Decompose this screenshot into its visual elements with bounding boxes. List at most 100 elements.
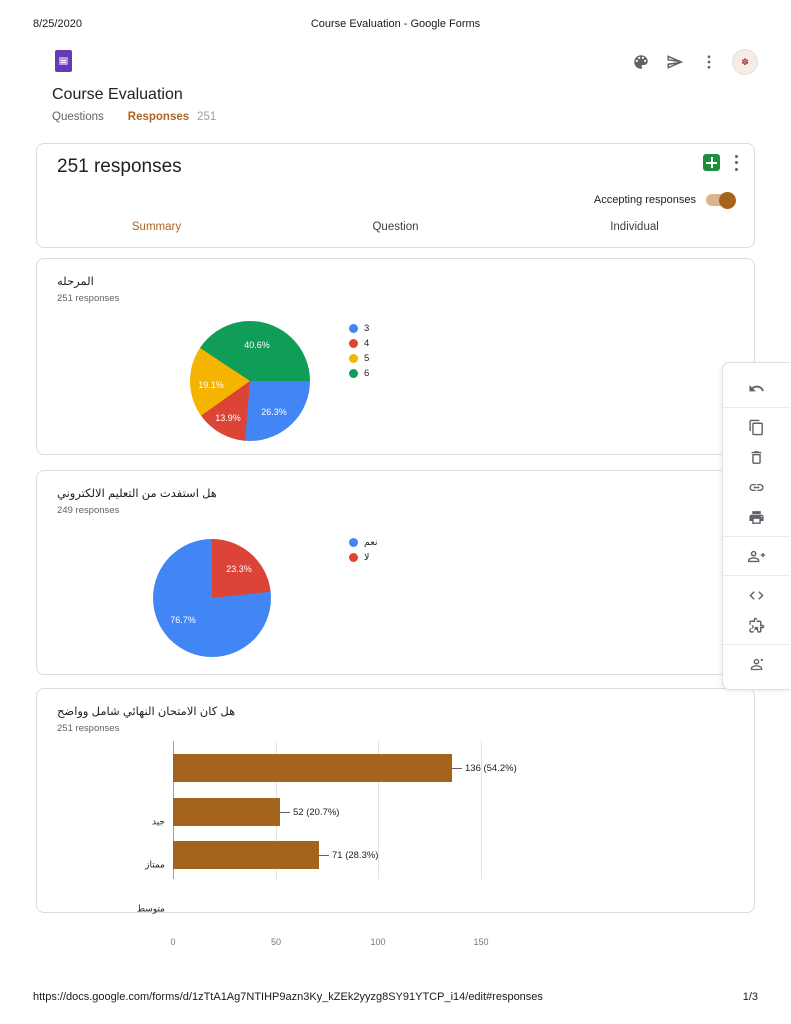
gridline xyxy=(378,741,379,879)
bar-connector xyxy=(319,854,329,856)
legend-dot xyxy=(349,553,358,562)
legend-item: 5 xyxy=(349,353,369,364)
profile-avatar[interactable]: ✽ xyxy=(732,49,758,75)
question-card-2: هل استفدت من التعليم الالكتروني 249 resp… xyxy=(36,470,755,675)
legend-item: 3 xyxy=(349,323,369,334)
gridline xyxy=(481,741,482,879)
legend-dot xyxy=(349,538,358,547)
addons-icon[interactable] xyxy=(740,610,774,640)
delete-icon[interactable] xyxy=(740,442,774,472)
add-collaborators-icon[interactable] xyxy=(740,541,774,571)
question-title: هل كان الامتحان النهائي شامل وواضح xyxy=(57,706,236,718)
legend-item: 6 xyxy=(349,368,369,379)
responses-card: 251 responses Accepting responses Summar… xyxy=(36,143,755,248)
person-icon[interactable] xyxy=(740,649,774,679)
bar xyxy=(173,798,280,826)
x-tick-label: 50 xyxy=(270,937,282,947)
bar-value-label: 71 (28.3%) xyxy=(332,849,379,861)
legend-item: 4 xyxy=(349,338,369,349)
code-icon[interactable] xyxy=(740,580,774,610)
legend-dot xyxy=(349,354,358,363)
form-title: Course Evaluation xyxy=(52,86,183,103)
bar-row: 136 (54.2%) xyxy=(173,754,517,782)
palette-icon[interactable] xyxy=(630,51,652,73)
link-icon[interactable] xyxy=(740,472,774,502)
responses-card-actions xyxy=(703,154,738,171)
question-response-count: 249 responses xyxy=(57,505,120,516)
question-response-count: 251 responses xyxy=(57,723,120,734)
print-icon[interactable] xyxy=(740,502,774,532)
x-tick-label: 150 xyxy=(473,937,489,947)
chart-legend: نعم لا xyxy=(349,537,378,563)
tab-questions[interactable]: Questions xyxy=(52,111,104,123)
print-date: 8/25/2020 xyxy=(33,18,82,30)
legend-dot xyxy=(349,369,358,378)
pie-chart-stage: 40.6% 19.1% 13.9% 26.3% xyxy=(190,321,310,441)
legend-label: 5 xyxy=(364,353,370,364)
toolbar-divider xyxy=(723,575,790,576)
legend-label: لا xyxy=(364,552,370,563)
page-number: 1/3 xyxy=(742,991,758,1003)
chart-legend: 3 4 5 6 xyxy=(349,323,369,379)
legend-label: 6 xyxy=(364,368,370,379)
bar-connector xyxy=(280,811,290,813)
print-title: Course Evaluation - Google Forms xyxy=(310,18,481,30)
google-forms-icon[interactable] xyxy=(55,50,72,72)
x-tick-label: 0 xyxy=(170,937,176,947)
bar-chart-plot: 136 (54.2%) 52 (20.7%) 71 (28.3%) 0 50 1… xyxy=(170,741,681,947)
pie-chart-benefit: 23.3% 76.7% xyxy=(153,539,271,657)
toggle-knob xyxy=(719,191,736,209)
legend-label: 3 xyxy=(364,323,370,334)
accepting-responses-row: Accepting responses xyxy=(593,191,736,209)
copy-icon[interactable] xyxy=(740,412,774,442)
responses-count-badge: 251 xyxy=(197,111,217,123)
bar-row: 71 (28.3%) xyxy=(173,841,378,869)
tab-individual[interactable]: Individual xyxy=(610,221,659,233)
floating-toolbar xyxy=(722,362,790,690)
print-header: 8/25/2020 Course Evaluation - Google For… xyxy=(33,18,758,30)
legend-dot xyxy=(349,339,358,348)
more-vert-icon[interactable] xyxy=(734,154,738,171)
tab-responses[interactable]: Responses xyxy=(127,111,190,123)
bar xyxy=(173,754,452,782)
bar-connector xyxy=(452,767,462,769)
legend-label: 4 xyxy=(364,338,370,349)
pie-slice-label: 40.6% xyxy=(244,340,270,350)
bar-category-label: متوسط xyxy=(136,903,165,914)
pie-slice-label: 23.3% xyxy=(226,564,252,574)
bar-value-label: 136 (54.2%) xyxy=(465,762,517,774)
tab-summary[interactable]: Summary xyxy=(131,221,182,233)
footer-url: https://docs.google.com/forms/d/1zTtA1Ag… xyxy=(33,991,543,1003)
form-tabs: Questions Responses 251 xyxy=(52,111,216,123)
pie-slice-label: 13.9% xyxy=(215,413,241,423)
create-spreadsheet-icon[interactable] xyxy=(703,154,720,171)
question-card-1: المرحله 251 responses 40.6% 19.1% 13.9% … xyxy=(36,258,755,455)
print-footer: https://docs.google.com/forms/d/1zTtA1Ag… xyxy=(33,991,758,1003)
responses-total: 251 responses xyxy=(57,156,182,177)
accepting-responses-toggle[interactable] xyxy=(706,191,736,209)
bar-row: 52 (20.7%) xyxy=(173,798,339,826)
undo-icon[interactable] xyxy=(740,373,774,403)
x-tick-label: 100 xyxy=(370,937,386,947)
question-title: المرحله xyxy=(57,276,94,288)
bar-value-label: 52 (20.7%) xyxy=(293,806,340,818)
question-title: هل استفدت من التعليم الالكتروني xyxy=(57,488,217,500)
legend-label: نعم xyxy=(364,537,378,548)
question-card-3: هل كان الامتحان النهائي شامل وواضح 251 r… xyxy=(36,688,755,947)
legend-dot xyxy=(349,324,358,333)
accepting-responses-label: Accepting responses xyxy=(593,194,696,206)
more-vert-icon[interactable] xyxy=(698,51,720,73)
header-actions: ✽ xyxy=(618,48,758,76)
bar xyxy=(173,841,319,869)
pie-slice-label: 19.1% xyxy=(198,380,224,390)
toolbar-divider xyxy=(723,644,790,645)
view-tabs: Summary Question Individual xyxy=(37,215,754,239)
tab-question[interactable]: Question xyxy=(372,221,419,233)
send-icon[interactable] xyxy=(664,51,686,73)
pie-slice-label: 26.3% xyxy=(261,407,287,417)
bar-category-label: جيد xyxy=(151,816,165,827)
toolbar-divider xyxy=(723,407,790,408)
legend-item: نعم xyxy=(349,537,378,548)
toolbar-divider xyxy=(723,536,790,537)
bar-category-label: ممتاز xyxy=(145,859,165,870)
